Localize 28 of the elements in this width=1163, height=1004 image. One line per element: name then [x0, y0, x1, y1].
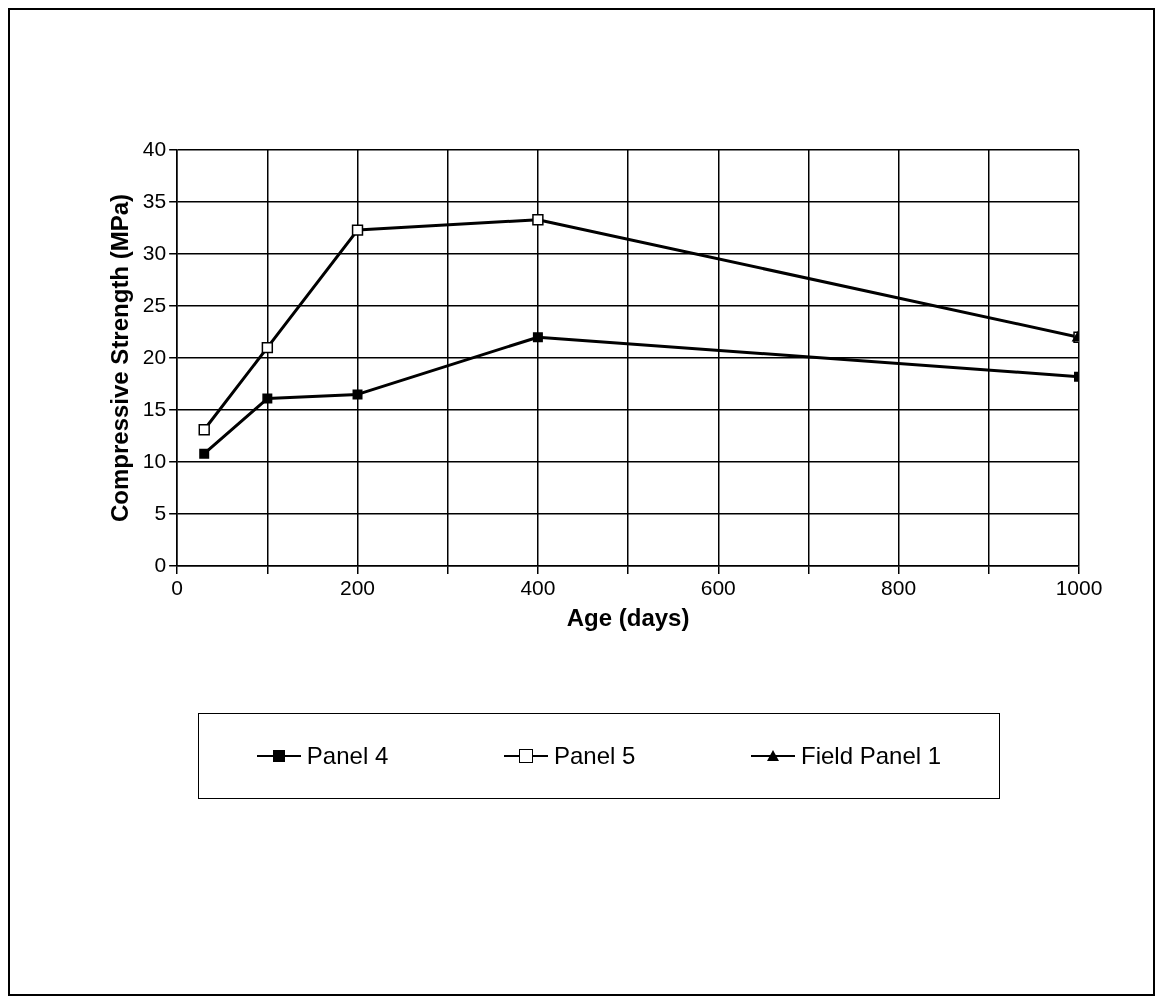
point	[261, 341, 274, 354]
y-tick-label: 40	[142, 136, 167, 160]
point	[199, 448, 210, 459]
y-axis-title: Compressive Strength (MPa)	[106, 193, 134, 523]
x-tick-label: 800	[881, 576, 917, 600]
x-tick-label: 600	[700, 576, 736, 600]
legend-label: Field Panel 1	[801, 742, 942, 770]
point	[352, 389, 363, 400]
point	[198, 424, 210, 436]
x-tick-label: 200	[340, 576, 376, 600]
point	[532, 332, 543, 343]
y-tick-label: 15	[142, 396, 167, 420]
x-tick-label: 400	[520, 576, 556, 600]
y-tick-label: 5	[154, 500, 167, 524]
y-tick-label: 35	[142, 188, 167, 212]
y-tick-label: 0	[154, 552, 167, 576]
y-tick-label: 20	[142, 344, 167, 368]
point	[351, 224, 364, 236]
y-tick-label: 30	[142, 240, 167, 264]
x-axis-title: Age (days)	[566, 604, 690, 632]
x-tick-label: 0	[171, 576, 183, 600]
legend-label: Panel 5	[553, 742, 636, 770]
y-tick-label: 10	[142, 448, 167, 472]
legend-label: Panel 4	[306, 742, 389, 770]
point	[262, 393, 273, 404]
point	[532, 213, 544, 226]
y-tick-label: 25	[142, 292, 167, 316]
x-tick-label: 1000	[1055, 576, 1103, 600]
